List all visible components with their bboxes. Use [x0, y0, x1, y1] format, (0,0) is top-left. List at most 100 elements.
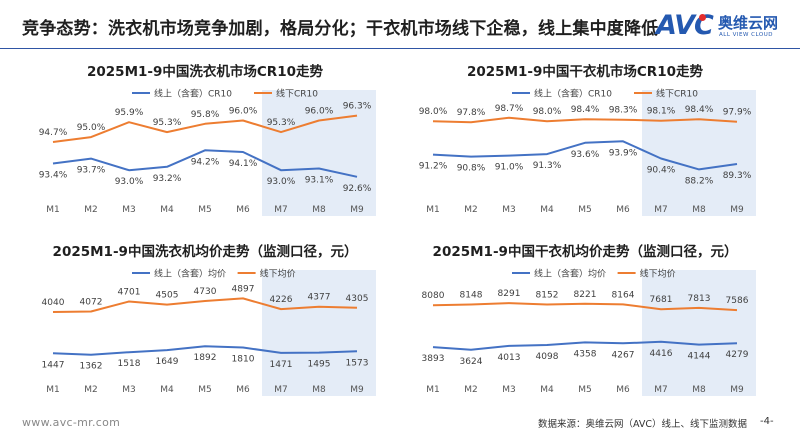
data-label: 98.0%	[533, 107, 562, 117]
legend-label: 线下均价	[260, 268, 296, 280]
x-tick-label: M6	[236, 385, 250, 395]
x-tick-label: M1	[426, 205, 440, 215]
page-title: 竞争态势：洗衣机市场竞争加剧，格局分化；干衣机市场线下企稳，线上集中度降低	[22, 19, 659, 39]
data-label: 7681	[650, 295, 673, 305]
x-tick-label: M5	[578, 385, 592, 395]
page-number: -4-	[760, 416, 774, 427]
x-tick-label: M9	[350, 205, 364, 215]
data-label: 8291	[498, 289, 521, 299]
data-label: 94.1%	[229, 159, 258, 169]
x-tick-label: M2	[464, 205, 478, 215]
data-label: 95.3%	[267, 118, 296, 128]
data-label: 4377	[308, 293, 331, 303]
legend-item-online: 线上（含套）CR10	[512, 88, 612, 100]
data-label: 4144	[688, 352, 711, 362]
data-label: 4098	[536, 352, 559, 362]
x-tick-label: M8	[692, 385, 706, 395]
highlight-band	[642, 270, 756, 396]
series-line-offline	[432, 116, 738, 124]
legend-label: 线上（含套）均价	[154, 268, 226, 280]
data-label: 93.7%	[77, 166, 106, 176]
legend-label: 线上（含套）CR10	[534, 88, 612, 100]
data-label: 90.8%	[457, 164, 486, 174]
data-label: 1518	[118, 359, 141, 369]
data-label: 88.2%	[685, 176, 714, 186]
x-tick-label: M1	[46, 205, 60, 215]
data-label: 89.3%	[723, 171, 752, 181]
data-label: 97.8%	[457, 108, 486, 118]
x-tick-label: M4	[540, 385, 554, 395]
data-label: 1810	[232, 355, 255, 365]
x-tick-label: M4	[160, 205, 174, 215]
highlight-band	[262, 270, 376, 396]
data-label: 98.1%	[647, 107, 676, 117]
data-label: 3893	[422, 354, 445, 364]
data-label: 96.3%	[343, 102, 372, 112]
data-label: 98.4%	[685, 105, 714, 115]
legend-label: 线上（含套）CR10	[154, 88, 232, 100]
data-label: 4040	[42, 298, 65, 308]
logo-name-en: ALL VIEW CLOUD	[719, 32, 773, 38]
data-label: 96.0%	[229, 107, 258, 117]
highlight-band	[642, 90, 756, 216]
data-label: 95.3%	[153, 118, 182, 128]
data-label: 1362	[80, 362, 103, 372]
data-label: 94.2%	[191, 157, 220, 167]
data-label: 1471	[270, 360, 293, 370]
x-tick-label: M6	[236, 205, 250, 215]
x-tick-label: M4	[160, 385, 174, 395]
data-label: 97.9%	[723, 108, 752, 118]
legend-item-online: 线上（含套）CR10	[132, 88, 232, 100]
legend-label: 线下CR10	[656, 88, 698, 100]
data-label: 1495	[308, 360, 331, 370]
x-tick-label: M7	[274, 205, 288, 215]
data-label: 4013	[498, 353, 521, 363]
series-line-online	[432, 340, 738, 351]
legend-item-offline: 线下均价	[237, 268, 296, 280]
data-label: 4730	[194, 287, 217, 297]
data-label: 93.0%	[267, 177, 296, 187]
data-label: 95.0%	[77, 123, 106, 133]
data-label: 4226	[270, 295, 293, 305]
data-label: 93.2%	[153, 174, 182, 184]
x-tick-label: M5	[578, 205, 592, 215]
x-tick-label: M2	[84, 385, 98, 395]
x-tick-label: M2	[464, 385, 478, 395]
data-label: 91.3%	[533, 161, 562, 171]
title-rule	[0, 48, 800, 49]
data-label: 93.1%	[305, 176, 334, 186]
chart-title: 2025M1-9中国干衣机市场CR10走势	[467, 63, 703, 80]
data-label: 1892	[194, 353, 217, 363]
header: 竞争态势：洗衣机市场竞争加剧，格局分化；干衣机市场线下企稳，线上集中度降低 AV…	[0, 0, 800, 52]
legend-item-online: 线上（含套）均价	[132, 268, 226, 280]
data-label: 8148	[460, 291, 483, 301]
data-label: 8221	[574, 290, 597, 300]
avc-logo: AVC 奥维云网 ALL VIEW CLOUD	[656, 6, 796, 46]
x-tick-label: M6	[616, 385, 630, 395]
data-label: 8164	[612, 290, 635, 300]
x-tick-label: M5	[198, 205, 212, 215]
data-label: 7586	[726, 296, 749, 306]
chart-title: 2025M1-9中国洗衣机均价走势（监测口径，元）	[53, 243, 358, 260]
series-line-offline	[52, 114, 358, 143]
x-tick-label: M7	[274, 385, 288, 395]
data-label: 93.4%	[39, 171, 68, 181]
chart-title: 2025M1-9中国干衣机均价走势（监测口径，元）	[433, 243, 738, 260]
x-tick-label: M6	[616, 205, 630, 215]
data-label: 98.0%	[419, 107, 448, 117]
data-label: 96.0%	[305, 107, 334, 117]
data-label: 98.3%	[609, 106, 638, 116]
legend-label: 线下均价	[640, 268, 676, 280]
data-label: 95.8%	[191, 110, 220, 120]
data-label: 91.2%	[419, 162, 448, 172]
x-tick-label: M9	[730, 385, 744, 395]
footer-url: www.avc-mr.com	[22, 416, 121, 429]
highlight-band	[262, 90, 376, 216]
data-label: 4305	[346, 294, 369, 304]
series-line-online	[52, 149, 358, 178]
data-label: 4072	[80, 298, 103, 308]
x-tick-label: M8	[692, 205, 706, 215]
data-label: 98.7%	[495, 104, 524, 114]
data-label: 1649	[156, 357, 179, 367]
x-tick-label: M8	[312, 205, 326, 215]
